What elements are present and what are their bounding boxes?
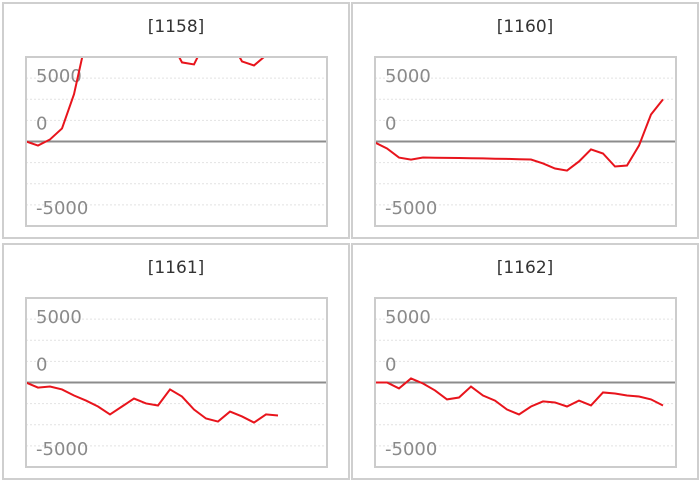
- y-tick-label: 5000: [385, 66, 431, 87]
- y-tick-label: -5000: [385, 198, 437, 219]
- y-tick-label: -5000: [36, 198, 88, 219]
- data-line: [375, 377, 664, 416]
- chart-title: [1160]: [497, 17, 554, 37]
- plot-border: [374, 297, 677, 468]
- y-tick-label: 0: [385, 355, 396, 376]
- y-tick-label: 5000: [36, 66, 82, 87]
- y-tick-label: 5000: [36, 307, 82, 328]
- plot-border: [25, 297, 328, 468]
- chart-title: [1162]: [497, 258, 554, 278]
- chart-title: [1158]: [148, 17, 205, 37]
- chart-panel: [1161] -5000 0 5000: [2, 243, 350, 480]
- data-line: [26, 57, 266, 147]
- y-tick-label: 0: [36, 355, 47, 376]
- chart-panel: [1158] -5000 0 5000: [2, 2, 350, 239]
- plot-border: [374, 56, 677, 227]
- y-tick-label: 5000: [385, 307, 431, 328]
- chart-panel: [1162] -5000 0 5000: [351, 243, 699, 480]
- data-line: [26, 381, 279, 424]
- y-tick-label: -5000: [36, 439, 88, 460]
- chart-title: [1161]: [148, 258, 205, 278]
- chart-panel: [1160] -5000 0 5000: [351, 2, 699, 239]
- plot-border: [25, 56, 328, 227]
- y-tick-label: -5000: [385, 439, 437, 460]
- y-tick-label: 0: [385, 114, 396, 135]
- y-tick-label: 0: [36, 114, 47, 135]
- data-line: [375, 98, 664, 172]
